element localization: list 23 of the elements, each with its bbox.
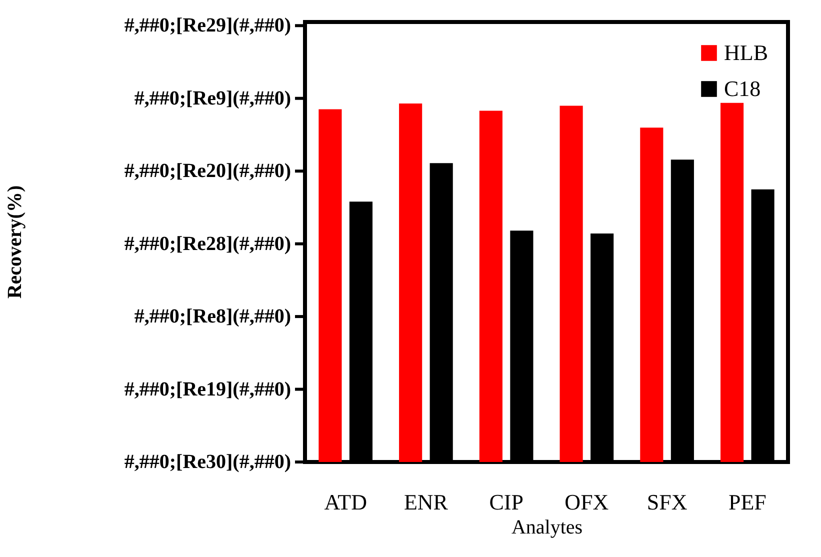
text: #,##0;[Re28](#,##0) xyxy=(124,232,291,255)
text: #,##0;[Re20](#,##0) xyxy=(124,160,291,182)
bar xyxy=(720,102,744,462)
legend-label: C18 xyxy=(724,76,761,101)
text: #,##0;[Re9](#,##0) xyxy=(134,87,291,110)
text: #,##0;[Re19](#,##0) xyxy=(124,378,291,400)
text: #,##0;[Re29](#,##0) xyxy=(124,14,291,37)
x-tick-label: OFX xyxy=(564,490,609,514)
x-tick-label: PEF xyxy=(728,490,766,514)
bar xyxy=(399,104,422,462)
bar xyxy=(560,106,583,462)
bar xyxy=(479,110,502,462)
x-tick-label: ATD xyxy=(324,490,367,514)
text: #,##0;[Re8](#,##0) xyxy=(134,306,291,328)
bar xyxy=(318,109,342,462)
x-tick-label: CIP xyxy=(489,490,524,514)
x-tick-label: ENR xyxy=(404,490,448,514)
legend-label: HLB xyxy=(724,40,768,65)
text: #,##0;[Re30](#,##0) xyxy=(124,451,291,473)
bar xyxy=(640,128,664,462)
x-tick-label: SFX xyxy=(646,490,688,514)
x-axis-title: Analytes xyxy=(511,516,583,538)
text: Recovery(%) xyxy=(4,185,26,299)
